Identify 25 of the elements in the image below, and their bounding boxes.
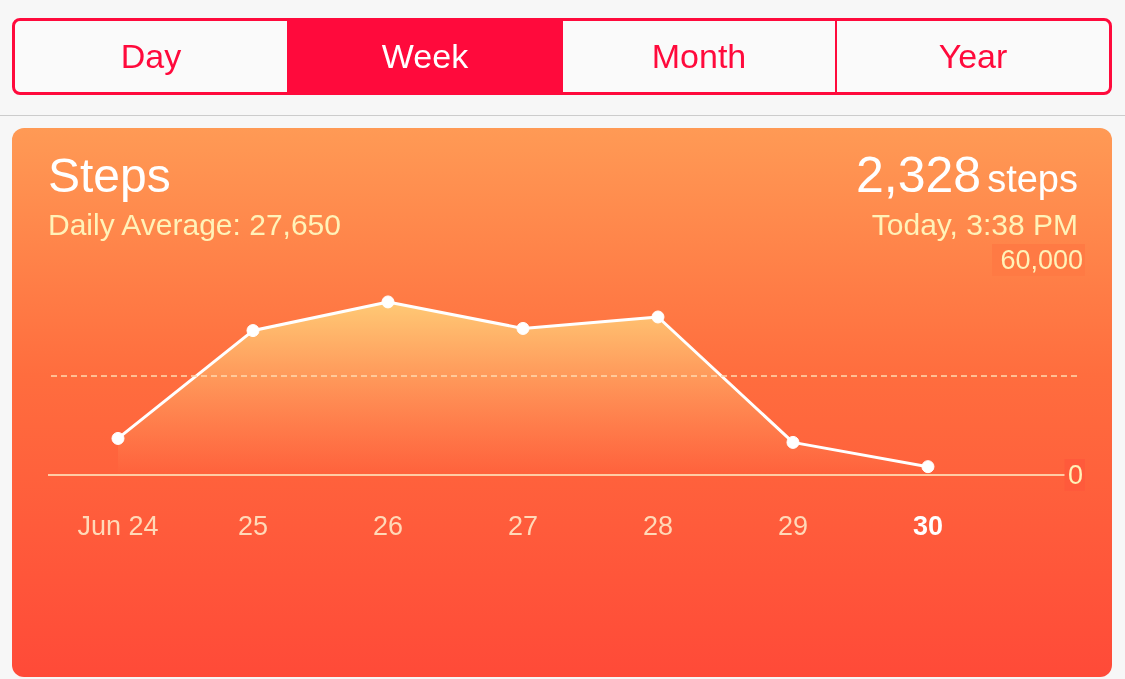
x-tick-label: 25 <box>237 511 269 541</box>
point <box>921 460 935 474</box>
point <box>111 431 125 445</box>
point <box>786 435 800 449</box>
x-tick-label: 30 <box>912 511 943 541</box>
point <box>381 295 395 309</box>
text: Week <box>287 21 561 92</box>
text: Month <box>561 21 835 92</box>
chart-title: Steps <box>48 148 171 203</box>
ref-line-label: Daily Average: 27,650 <box>48 208 341 242</box>
y-tick-label: 60,000 <box>1000 245 1083 275</box>
point <box>516 321 530 335</box>
x-tick-label: Jun 24 <box>77 511 159 541</box>
text: 2,328 <box>856 147 982 203</box>
x-tick-label: 26 <box>372 511 404 541</box>
text: Year <box>835 21 1109 92</box>
text: Today, 3:38 PM <box>871 208 1078 242</box>
x-tick-label: 28 <box>642 511 673 541</box>
y-tick-label: 0 <box>1067 460 1083 490</box>
point <box>651 310 665 324</box>
text: Day <box>119 36 183 77</box>
text: steps <box>987 158 1078 200</box>
x-tick-label: 29 <box>777 511 808 541</box>
point <box>246 324 260 338</box>
x-tick-label: 27 <box>507 511 538 541</box>
